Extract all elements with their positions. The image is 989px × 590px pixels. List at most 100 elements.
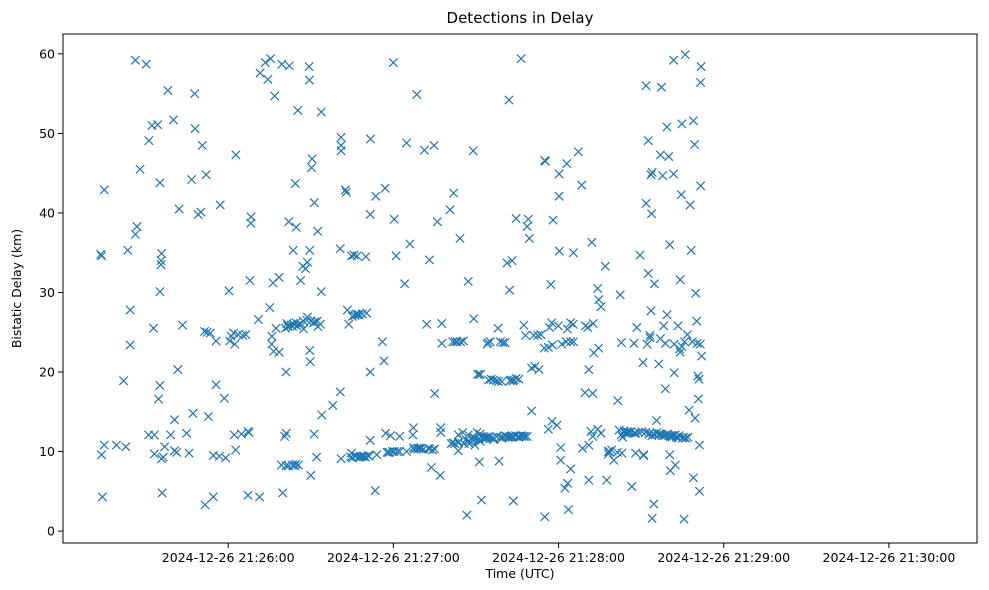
- data-point: [485, 337, 495, 347]
- y-axis-ticks: 0 10 20 30 40 50 60: [39, 46, 63, 539]
- data-point: [155, 380, 165, 391]
- data-point: [587, 237, 597, 247]
- data-point: [245, 275, 255, 286]
- data-point: [634, 427, 644, 438]
- data-point: [365, 209, 375, 220]
- data-point: [631, 448, 641, 458]
- data-point: [660, 384, 670, 394]
- data-point: [548, 215, 558, 225]
- data-point: [554, 169, 564, 179]
- data-point: [472, 369, 483, 380]
- data-point: [281, 428, 291, 438]
- data-point: [476, 495, 487, 505]
- data-point: [342, 305, 353, 315]
- data-point: [125, 305, 135, 315]
- data-point: [172, 447, 182, 457]
- data-point: [265, 54, 276, 64]
- data-point: [316, 287, 326, 297]
- data-point: [647, 167, 657, 178]
- data-point: [236, 429, 247, 439]
- data-point: [493, 376, 504, 387]
- data-point: [238, 330, 248, 341]
- data-point: [349, 250, 359, 260]
- data-point: [691, 288, 701, 298]
- data-point: [189, 89, 200, 99]
- data-point: [536, 330, 546, 340]
- data-point: [265, 302, 275, 313]
- data-point: [173, 364, 183, 375]
- data-point: [341, 187, 351, 197]
- data-point: [361, 252, 371, 262]
- data-point: [632, 322, 642, 333]
- data-point: [615, 290, 625, 300]
- data-point: [311, 452, 322, 462]
- data-point: [483, 337, 493, 348]
- data-point: [681, 433, 691, 443]
- data-point: [437, 318, 447, 329]
- data-point: [435, 470, 445, 481]
- data-point: [646, 170, 656, 180]
- data-point: [553, 321, 563, 331]
- data-point: [360, 452, 371, 462]
- data-point: [654, 359, 664, 369]
- data-point: [267, 331, 277, 341]
- x-tick-label: 2024-12-26 21:26:00: [162, 550, 295, 565]
- data-point: [607, 445, 617, 455]
- data-point: [208, 492, 218, 502]
- data-point: [494, 456, 504, 466]
- data-point: [211, 336, 221, 346]
- data-point: [669, 368, 679, 378]
- data-point: [557, 339, 567, 349]
- data-point: [532, 330, 543, 341]
- data-point: [391, 251, 401, 261]
- y-tick-label: 60: [39, 46, 55, 61]
- data-point: [524, 233, 534, 244]
- data-point: [688, 116, 699, 126]
- data-point: [243, 490, 253, 500]
- data-point: [649, 499, 659, 509]
- data-point: [372, 450, 382, 460]
- data-point: [427, 445, 438, 455]
- data-point: [659, 321, 669, 331]
- data-point: [675, 347, 685, 357]
- data-point: [370, 485, 380, 496]
- data-point: [560, 483, 570, 493]
- data-point: [695, 181, 706, 191]
- data-point: [416, 443, 426, 453]
- data-point: [118, 376, 129, 386]
- data-point: [449, 188, 459, 198]
- data-point: [497, 376, 507, 387]
- data-point: [364, 451, 374, 461]
- data-point: [554, 246, 564, 256]
- data-point: [523, 214, 533, 224]
- data-point: [111, 440, 122, 450]
- data-point: [635, 250, 645, 260]
- data-point: [455, 233, 465, 244]
- y-tick-label: 40: [39, 205, 55, 220]
- data-point: [673, 321, 683, 331]
- data-point: [474, 457, 484, 467]
- data-point: [580, 388, 590, 398]
- data-point: [309, 429, 319, 439]
- data-point: [365, 435, 375, 446]
- data-point: [462, 510, 472, 520]
- data-point: [660, 338, 670, 349]
- data-point: [641, 198, 651, 209]
- data-point: [568, 248, 579, 258]
- data-point: [221, 453, 231, 463]
- data-point: [310, 317, 320, 327]
- data-point: [468, 146, 478, 156]
- data-point: [562, 159, 572, 169]
- data-point: [664, 151, 674, 162]
- data-point: [365, 367, 375, 377]
- data-point: [694, 486, 705, 496]
- data-point: [307, 154, 317, 164]
- data-point: [544, 322, 555, 333]
- data-point: [255, 68, 265, 78]
- data-point: [690, 413, 700, 423]
- data-point: [463, 276, 473, 286]
- data-point: [692, 338, 702, 349]
- data-point: [305, 345, 315, 356]
- data-point: [291, 222, 301, 232]
- data-point: [163, 85, 173, 96]
